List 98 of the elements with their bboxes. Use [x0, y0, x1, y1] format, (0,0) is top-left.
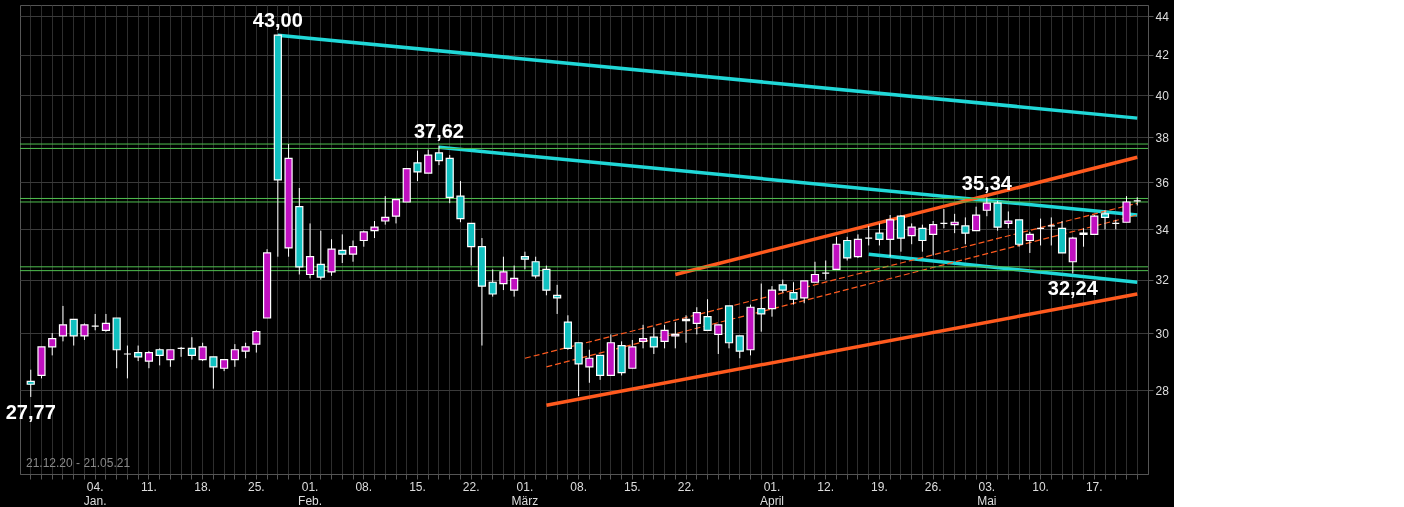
- candlestick: [810, 261, 820, 283]
- x-tick-label: 04. Jan.: [83, 479, 107, 507]
- y-tick-label: 34: [1155, 223, 1170, 237]
- candlestick: [391, 199, 401, 224]
- candlestick: [982, 197, 991, 217]
- candlestick: [638, 324, 648, 349]
- candlestick: [1122, 195, 1131, 223]
- candlestick: [413, 150, 422, 182]
- annotation: 37,62: [413, 119, 464, 142]
- candlestick: [198, 342, 207, 362]
- y-tick-label: 40: [1155, 88, 1170, 103]
- candlestick: [69, 318, 78, 347]
- candlestick: [338, 233, 347, 264]
- x-tick-label: 08.: [355, 479, 373, 494]
- y-tick-label: 44: [1155, 9, 1170, 24]
- candlestick: [1090, 214, 1099, 235]
- candlestick: [929, 220, 938, 256]
- candlestick: [26, 369, 35, 398]
- candlestick: [58, 305, 68, 342]
- candlestick: [907, 222, 916, 245]
- x-tick-label: 25.: [248, 479, 265, 494]
- x-tick-label: 12.: [817, 479, 835, 494]
- candlestick: [574, 342, 583, 397]
- candlestick: [961, 216, 970, 245]
- candlestick: [252, 329, 261, 354]
- x-tick-label: 01. März: [511, 479, 539, 507]
- candlestick: [692, 306, 701, 335]
- annotation: 27,77: [5, 400, 56, 423]
- candlestick: [424, 149, 433, 174]
- candlestick: [531, 256, 540, 279]
- x-tick-label: 17.: [1085, 479, 1103, 494]
- candlestick: [305, 222, 315, 279]
- y-tick-label: 38: [1155, 130, 1170, 145]
- y-tick-label: 36: [1155, 175, 1170, 190]
- annotation: 32,24: [1047, 277, 1099, 300]
- candlestick: [843, 236, 852, 261]
- candlestick: [327, 238, 336, 277]
- candlestick: [316, 230, 325, 281]
- x-tick-label: 01. Feb.: [298, 479, 323, 507]
- candlestick: [499, 256, 508, 291]
- annotation: 43,00: [252, 9, 303, 32]
- y-tick-label: 28: [1155, 383, 1170, 398]
- candlestick: [48, 332, 57, 356]
- x-tick-label: 08.: [570, 479, 587, 494]
- candlestick: [209, 356, 218, 390]
- candlestick: [649, 327, 658, 355]
- candlestick: [596, 354, 605, 381]
- candlestick: [585, 349, 594, 384]
- candlestick: [767, 285, 777, 318]
- candlestick: [1079, 227, 1088, 248]
- candlestick: [628, 339, 637, 369]
- x-tick-label: 01. April: [759, 479, 785, 507]
- candlestick: [488, 268, 497, 298]
- y-tick-label: 30: [1155, 326, 1170, 341]
- x-tick-label: 26.: [924, 479, 942, 494]
- x-tick-label: 22.: [462, 479, 480, 494]
- x-tick-label: 19.: [871, 479, 888, 494]
- candlestick: [348, 240, 358, 263]
- candlestick: [789, 281, 798, 306]
- y-tick-label: 32: [1155, 273, 1170, 288]
- candlestick: [542, 265, 551, 296]
- candlestick: [660, 324, 669, 349]
- annotation: 21.12.20 - 21.05.21: [26, 456, 131, 470]
- candlestick: [456, 180, 465, 223]
- candlestick: [1025, 231, 1034, 254]
- candlestick: [886, 214, 895, 258]
- candlestick: [703, 298, 712, 331]
- candlestick: [434, 145, 444, 166]
- candlestick: [875, 222, 884, 246]
- candlestick: [972, 206, 981, 232]
- candlestick: [187, 336, 196, 361]
- candlestick: [101, 313, 111, 333]
- candlestick: [800, 280, 809, 304]
- candlestick: [735, 335, 744, 359]
- candlestick: [553, 284, 562, 315]
- candlestick: [230, 343, 239, 368]
- annotation: 35,34: [961, 171, 1013, 194]
- candlestick: [1100, 209, 1110, 230]
- x-tick-label: 18.: [194, 479, 211, 494]
- candlestick: [1068, 236, 1077, 274]
- x-tick-label: 22.: [677, 479, 695, 494]
- candlestick: [896, 214, 906, 253]
- x-tick-label: 15.: [624, 479, 641, 494]
- candlestick: [993, 200, 1002, 232]
- candlestick: [381, 195, 390, 226]
- candlestick: [714, 324, 723, 355]
- candlestick: [510, 265, 519, 298]
- candlestick: [853, 233, 863, 259]
- candlestick: [757, 283, 766, 333]
- x-tick-label: 03. Mai: [977, 479, 997, 507]
- candlestick: [467, 222, 476, 267]
- x-tick-label: 10.: [1032, 479, 1049, 494]
- candlestick: [520, 251, 530, 270]
- x-tick-label: 15.: [409, 479, 426, 494]
- x-tick-label: 11.: [141, 479, 157, 494]
- candlestick: [950, 213, 959, 234]
- candlestick: [918, 224, 927, 253]
- y-tick-label: 42: [1155, 48, 1170, 63]
